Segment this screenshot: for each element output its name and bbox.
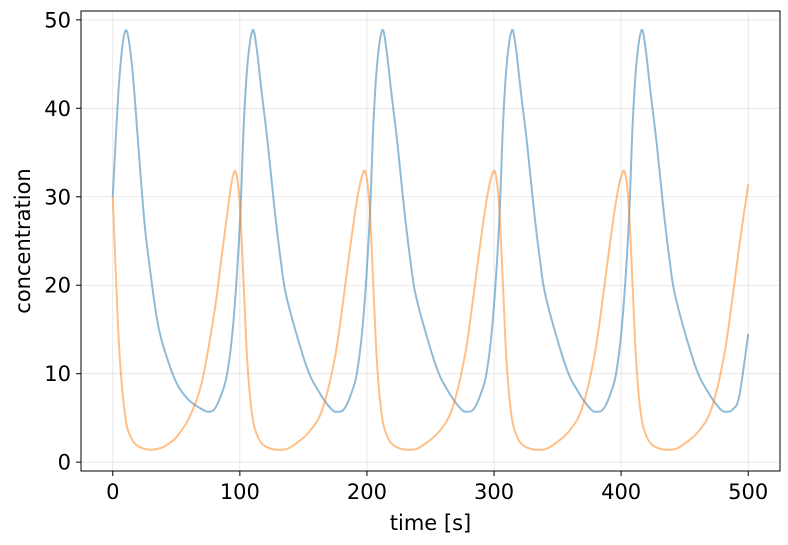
x-tick-label: 500 [728,480,768,504]
y-tick-label: 50 [44,8,71,32]
x-axis-label: time [s] [390,511,471,535]
y-tick-label: 20 [44,274,71,298]
ticks: 0 100 200 300 400 500 0 10 20 30 40 50 [44,8,768,504]
x-tick-label: 200 [347,480,387,504]
y-tick-label: 0 [58,451,71,475]
x-tick-label: 100 [220,480,260,504]
x-tick-label: 300 [474,480,514,504]
series-line-1 [111,28,750,413]
y-tick-label: 10 [44,362,71,386]
y-tick-label: 40 [44,97,71,121]
x-tick-label: 400 [601,480,641,504]
grid [81,11,780,471]
y-axis-label: concentration [11,168,35,313]
series-line-2 [111,169,750,451]
y-tick-label: 30 [44,185,71,209]
plot-frame [80,10,781,472]
series-layer [111,28,750,451]
x-tick-label: 0 [106,480,119,504]
